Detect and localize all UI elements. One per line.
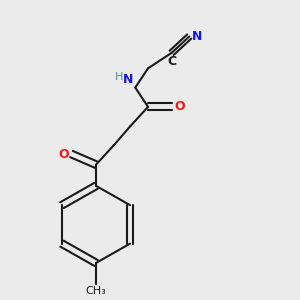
Text: N: N xyxy=(123,73,133,85)
Text: CH₃: CH₃ xyxy=(85,286,106,296)
Text: N: N xyxy=(192,30,203,43)
Text: C: C xyxy=(167,55,176,68)
Text: H: H xyxy=(115,72,124,82)
Text: O: O xyxy=(58,148,68,160)
Text: O: O xyxy=(175,100,185,113)
